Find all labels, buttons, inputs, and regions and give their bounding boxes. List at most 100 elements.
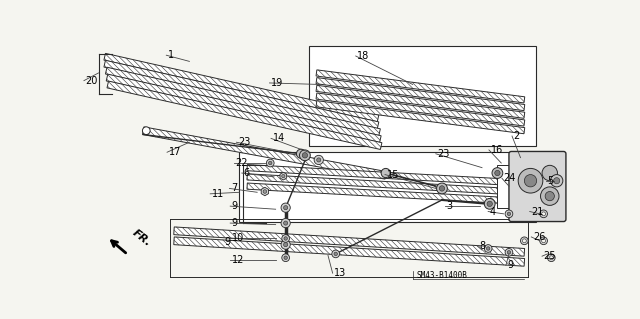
Text: 25: 25	[543, 251, 556, 261]
Polygon shape	[261, 187, 269, 196]
Text: 2: 2	[513, 131, 520, 141]
Circle shape	[282, 254, 289, 262]
Polygon shape	[316, 93, 525, 126]
Circle shape	[549, 256, 553, 260]
Circle shape	[284, 256, 287, 259]
Circle shape	[436, 183, 447, 194]
Text: 10: 10	[232, 234, 244, 243]
Text: 17: 17	[168, 147, 181, 157]
Circle shape	[296, 149, 306, 159]
Polygon shape	[280, 172, 287, 180]
Circle shape	[300, 150, 310, 161]
Circle shape	[495, 170, 500, 176]
Circle shape	[487, 201, 492, 206]
Circle shape	[281, 219, 291, 228]
Text: 16: 16	[490, 145, 503, 155]
Circle shape	[508, 251, 511, 254]
Circle shape	[314, 155, 323, 165]
Circle shape	[541, 239, 545, 243]
Text: 9: 9	[508, 260, 513, 271]
Circle shape	[505, 210, 513, 218]
Text: 19: 19	[271, 78, 284, 88]
Circle shape	[541, 212, 545, 216]
Circle shape	[541, 187, 559, 205]
Text: 9: 9	[224, 237, 230, 247]
Circle shape	[381, 168, 390, 178]
Polygon shape	[174, 237, 525, 266]
Circle shape	[284, 237, 287, 240]
Polygon shape	[174, 227, 525, 256]
Circle shape	[317, 158, 321, 162]
Text: 8: 8	[479, 241, 485, 251]
Circle shape	[281, 240, 291, 249]
Circle shape	[284, 206, 288, 210]
Circle shape	[282, 235, 289, 242]
Polygon shape	[107, 81, 382, 150]
Text: 6: 6	[243, 168, 250, 178]
FancyBboxPatch shape	[497, 165, 513, 208]
Polygon shape	[143, 127, 387, 179]
Circle shape	[508, 212, 511, 216]
Polygon shape	[239, 152, 536, 221]
Polygon shape	[316, 85, 525, 118]
Circle shape	[266, 159, 274, 167]
Circle shape	[492, 168, 503, 178]
Circle shape	[269, 161, 272, 165]
Polygon shape	[106, 74, 381, 143]
Text: 11: 11	[212, 189, 224, 199]
Text: 26: 26	[533, 232, 545, 242]
Text: 3: 3	[447, 201, 452, 211]
Circle shape	[540, 237, 547, 245]
Circle shape	[439, 186, 445, 191]
Text: 22: 22	[236, 158, 248, 168]
Polygon shape	[247, 174, 525, 195]
Text: 14: 14	[273, 133, 285, 143]
Text: 20: 20	[86, 76, 98, 85]
Polygon shape	[104, 60, 379, 129]
Text: 23: 23	[437, 149, 450, 159]
Circle shape	[522, 239, 526, 243]
Circle shape	[505, 249, 513, 256]
Circle shape	[550, 174, 563, 187]
Text: 13: 13	[334, 268, 346, 278]
Text: 24: 24	[504, 174, 516, 183]
Circle shape	[284, 221, 288, 225]
Text: 1: 1	[168, 50, 174, 60]
Circle shape	[547, 254, 555, 262]
Text: 15: 15	[387, 170, 399, 180]
Text: 18: 18	[357, 51, 369, 61]
Polygon shape	[316, 70, 525, 103]
Text: 21: 21	[531, 206, 543, 217]
Circle shape	[334, 252, 337, 256]
Polygon shape	[104, 53, 379, 122]
Circle shape	[332, 250, 340, 258]
Polygon shape	[247, 183, 525, 204]
Text: 23: 23	[238, 137, 250, 147]
Polygon shape	[247, 165, 525, 186]
Polygon shape	[316, 78, 525, 111]
FancyBboxPatch shape	[509, 152, 566, 221]
Circle shape	[282, 174, 285, 178]
Text: SM43-B1400B: SM43-B1400B	[417, 271, 467, 280]
Circle shape	[263, 190, 267, 193]
Circle shape	[554, 178, 560, 184]
Circle shape	[484, 198, 495, 209]
Circle shape	[284, 242, 288, 247]
Text: 5: 5	[547, 176, 554, 186]
Text: FR.: FR.	[130, 227, 152, 248]
Circle shape	[545, 191, 554, 201]
Polygon shape	[316, 101, 525, 134]
Text: 9: 9	[232, 201, 238, 211]
Text: 7: 7	[231, 183, 237, 193]
Circle shape	[486, 247, 490, 250]
Circle shape	[518, 168, 543, 193]
Text: 12: 12	[232, 255, 244, 265]
Text: 4: 4	[490, 206, 496, 217]
Circle shape	[542, 165, 557, 181]
Circle shape	[281, 203, 291, 212]
Polygon shape	[106, 67, 380, 136]
Circle shape	[302, 152, 308, 158]
Polygon shape	[308, 46, 536, 146]
Circle shape	[540, 210, 547, 218]
Circle shape	[484, 245, 492, 252]
